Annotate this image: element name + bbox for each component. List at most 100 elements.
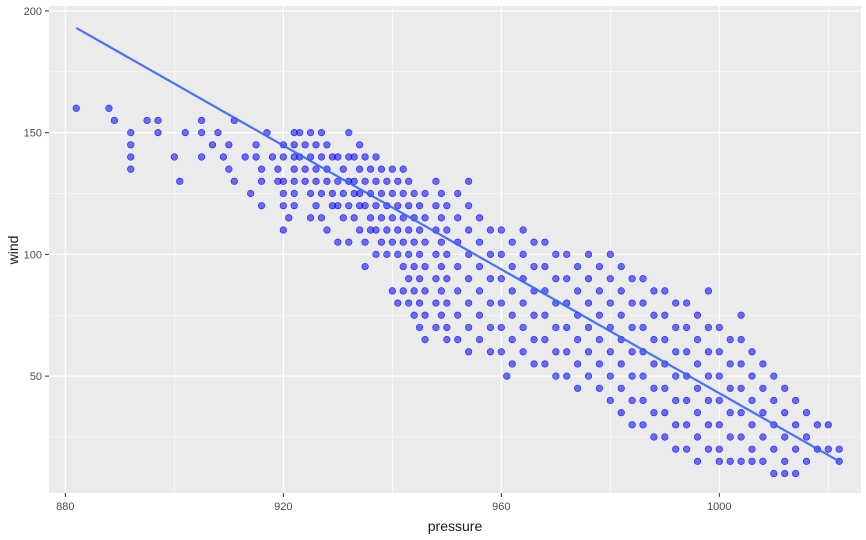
y-tick-label: 50 <box>30 371 42 383</box>
data-point <box>405 226 413 234</box>
data-point <box>230 177 238 185</box>
y-tick-label: 150 <box>24 128 42 140</box>
data-point <box>519 226 527 234</box>
data-point <box>323 177 331 185</box>
major-gridlines <box>49 6 861 493</box>
data-point <box>475 287 484 295</box>
data-point <box>781 409 789 417</box>
data-point <box>127 165 135 173</box>
data-point <box>737 311 745 319</box>
data-point <box>693 457 702 465</box>
data-point <box>628 421 636 429</box>
data-point <box>715 421 723 429</box>
data-point <box>432 250 440 258</box>
data-point <box>563 348 571 356</box>
data-point <box>802 433 811 441</box>
data-point <box>241 153 249 161</box>
data-point <box>154 129 162 137</box>
data-point <box>639 275 647 283</box>
data-point <box>802 409 811 417</box>
data-point <box>410 311 418 319</box>
data-point <box>617 287 625 295</box>
axis-ticks: 880 920 960 1000 50 100 150 200 <box>24 6 732 513</box>
data-point <box>361 177 369 185</box>
data-point <box>781 384 789 392</box>
data-point <box>650 409 658 417</box>
data-point <box>443 335 451 344</box>
data-point <box>388 287 396 295</box>
data-point <box>824 445 832 453</box>
data-point <box>503 372 511 380</box>
data-point <box>595 384 604 392</box>
data-point <box>334 153 342 161</box>
data-point <box>813 421 822 429</box>
data-point <box>214 129 222 137</box>
data-point <box>704 287 713 295</box>
x-tick-label: 960 <box>492 501 510 513</box>
data-point <box>410 262 418 271</box>
data-point <box>181 129 189 137</box>
data-point <box>726 360 734 368</box>
data-point <box>127 153 135 161</box>
data-point <box>356 189 364 198</box>
data-point <box>704 323 713 332</box>
data-point <box>519 348 527 356</box>
data-point <box>552 275 560 283</box>
data-point <box>639 323 647 332</box>
data-point <box>290 177 298 185</box>
data-point <box>350 153 358 161</box>
data-point <box>748 421 756 429</box>
data-point <box>465 202 473 210</box>
data-point <box>650 311 658 319</box>
data-point <box>247 189 255 198</box>
data-point <box>312 141 320 149</box>
data-point <box>737 409 745 417</box>
data-point <box>208 141 217 149</box>
data-point <box>486 323 495 332</box>
data-point <box>306 189 315 198</box>
data-point <box>415 275 424 283</box>
data-point <box>339 214 347 222</box>
data-point <box>574 262 582 271</box>
data-point <box>672 396 680 405</box>
data-point <box>693 335 702 344</box>
data-point <box>508 360 516 368</box>
data-point <box>792 445 800 453</box>
data-point <box>737 457 745 465</box>
data-point <box>617 311 625 319</box>
data-point <box>475 335 484 344</box>
data-point <box>748 445 756 453</box>
data-point <box>394 177 402 185</box>
data-point <box>421 335 429 344</box>
data-point <box>405 250 413 258</box>
data-point <box>715 323 723 332</box>
data-point <box>497 250 505 258</box>
data-point <box>508 335 516 344</box>
data-point <box>421 262 429 271</box>
data-point <box>683 396 691 405</box>
data-point <box>574 335 582 344</box>
data-point <box>312 202 320 210</box>
data-point <box>399 238 407 246</box>
data-point <box>541 238 549 246</box>
data-point <box>290 202 298 210</box>
data-point <box>497 323 505 332</box>
data-point <box>312 177 320 185</box>
data-point <box>541 262 549 271</box>
data-point <box>415 250 424 258</box>
data-point <box>334 177 342 185</box>
data-point <box>759 360 767 368</box>
data-point <box>552 323 560 332</box>
data-point <box>639 299 647 307</box>
data-point <box>661 335 669 344</box>
x-tick-label: 920 <box>274 501 292 513</box>
data-point <box>737 360 745 368</box>
data-point <box>781 433 789 441</box>
data-point <box>274 165 282 173</box>
trend-line <box>75 26 840 463</box>
data-point <box>454 262 462 271</box>
data-point <box>552 372 560 380</box>
data-point <box>377 189 386 198</box>
data-point <box>595 335 604 344</box>
data-point <box>372 226 380 234</box>
